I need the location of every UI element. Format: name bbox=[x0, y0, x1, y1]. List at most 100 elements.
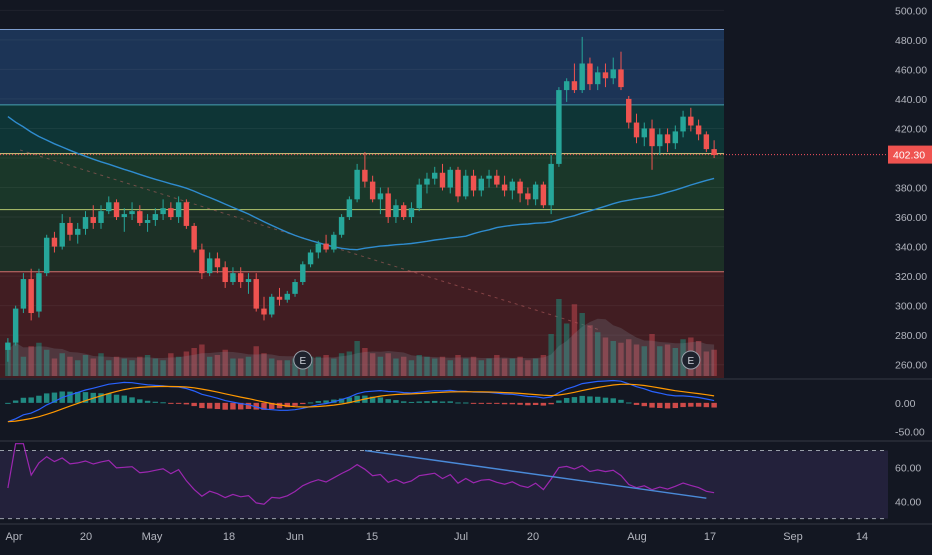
candle-body-37[interactable] bbox=[292, 282, 298, 294]
candle-body-40[interactable] bbox=[315, 243, 322, 253]
candle-body-16[interactable] bbox=[129, 211, 135, 215]
candle-body-57[interactable] bbox=[447, 169, 453, 188]
price-candles[interactable] bbox=[5, 36, 717, 362]
candle-body-75[interactable] bbox=[587, 63, 593, 85]
rsi-pane[interactable]: 60.00 40.00 bbox=[0, 443, 921, 520]
candle-body-39[interactable] bbox=[307, 252, 314, 265]
candle-body-88[interactable] bbox=[688, 116, 694, 126]
candle-body-84[interactable] bbox=[657, 134, 663, 147]
candle-body-86[interactable] bbox=[672, 131, 679, 144]
candle-body-5[interactable] bbox=[43, 237, 50, 274]
candle-body-64[interactable] bbox=[501, 184, 508, 191]
candle-body-20[interactable] bbox=[160, 208, 166, 215]
candle-body-42[interactable] bbox=[331, 234, 337, 250]
candle-body-89[interactable] bbox=[695, 125, 702, 135]
candle-body-48[interactable] bbox=[377, 193, 384, 200]
candle-body-32[interactable] bbox=[253, 279, 259, 309]
candle-body-46[interactable] bbox=[362, 169, 368, 182]
candle-body-18[interactable] bbox=[144, 220, 151, 223]
candle-body-36[interactable] bbox=[284, 293, 290, 300]
candle-body-80[interactable] bbox=[626, 98, 632, 123]
candle-body-66[interactable] bbox=[517, 181, 523, 194]
earnings-marker-1[interactable]: E bbox=[681, 350, 701, 370]
candle-body-91[interactable] bbox=[711, 149, 717, 156]
candle-body-49[interactable] bbox=[385, 193, 391, 218]
price-axis[interactable]: 500.00480.00460.00440.00420.00400.00380.… bbox=[888, 5, 932, 372]
candle-body-21[interactable] bbox=[168, 208, 174, 218]
candle-body-56[interactable] bbox=[439, 172, 446, 188]
candle-body-34[interactable] bbox=[269, 296, 275, 315]
candle-body-67[interactable] bbox=[525, 193, 531, 200]
time-axis[interactable]: Apr 20 May 18 Jun 15 Jul 20 Aug 17 Sep 14 bbox=[5, 531, 868, 543]
candle-body-4[interactable] bbox=[36, 273, 42, 312]
candle-body-81[interactable] bbox=[633, 122, 640, 138]
candle-body-72[interactable] bbox=[563, 81, 570, 91]
candle-body-78[interactable] bbox=[610, 69, 616, 79]
candle-body-83[interactable] bbox=[649, 128, 655, 147]
candle-body-2[interactable] bbox=[20, 279, 27, 309]
candle-body-11[interactable] bbox=[90, 217, 96, 223]
candle-body-35[interactable] bbox=[276, 296, 283, 300]
candle-body-15[interactable] bbox=[121, 214, 128, 218]
candle-body-43[interactable] bbox=[338, 217, 345, 235]
candle-body-9[interactable] bbox=[75, 228, 81, 235]
macd-pane[interactable]: 0.00 -50.00 bbox=[5, 379, 925, 439]
candle-body-61[interactable] bbox=[478, 178, 485, 191]
candle-body-17[interactable] bbox=[137, 211, 143, 223]
candle-body-31[interactable] bbox=[245, 279, 252, 283]
candle-body-24[interactable] bbox=[191, 225, 197, 250]
candle-body-0[interactable] bbox=[5, 342, 11, 350]
candle-body-87[interactable] bbox=[680, 116, 686, 132]
candle-body-27[interactable] bbox=[214, 258, 221, 268]
candle-body-79[interactable] bbox=[618, 69, 624, 88]
candle-body-7[interactable] bbox=[59, 222, 65, 247]
last-price-badge[interactable] bbox=[888, 145, 932, 164]
candle-body-19[interactable] bbox=[152, 214, 159, 221]
candle-body-85[interactable] bbox=[664, 134, 671, 144]
candle-body-25[interactable] bbox=[199, 249, 205, 274]
candle-body-12[interactable] bbox=[98, 211, 104, 223]
candle-body-38[interactable] bbox=[300, 264, 306, 283]
candle-body-60[interactable] bbox=[470, 175, 477, 191]
candle-body-26[interactable] bbox=[206, 258, 213, 274]
candle-body-3[interactable] bbox=[28, 279, 34, 314]
candle-body-82[interactable] bbox=[641, 128, 647, 138]
candle-body-74[interactable] bbox=[579, 63, 585, 91]
candle-body-62[interactable] bbox=[486, 175, 492, 179]
candle-body-22[interactable] bbox=[175, 202, 182, 218]
candle-body-70[interactable] bbox=[548, 163, 554, 206]
candle-body-54[interactable] bbox=[424, 178, 430, 185]
earnings-marker-0[interactable]: E bbox=[293, 350, 313, 370]
candle-body-47[interactable] bbox=[369, 181, 376, 200]
candle-body-90[interactable] bbox=[703, 134, 710, 150]
candle-body-51[interactable] bbox=[400, 205, 407, 218]
candle-body-10[interactable] bbox=[82, 217, 89, 229]
candle-body-65[interactable] bbox=[509, 181, 516, 191]
candle-body-45[interactable] bbox=[354, 169, 360, 200]
candle-body-41[interactable] bbox=[323, 243, 329, 250]
candle-body-63[interactable] bbox=[494, 175, 500, 185]
candle-body-33[interactable] bbox=[261, 308, 267, 315]
candle-body-14[interactable] bbox=[113, 202, 120, 218]
candle-body-73[interactable] bbox=[571, 81, 578, 91]
candle-body-44[interactable] bbox=[346, 199, 353, 218]
candle-body-58[interactable] bbox=[455, 169, 461, 197]
candle-body-52[interactable] bbox=[408, 208, 415, 218]
candle-body-13[interactable] bbox=[106, 202, 112, 212]
candle-body-76[interactable] bbox=[594, 72, 601, 85]
candle-body-68[interactable] bbox=[532, 184, 539, 200]
candle-body-23[interactable] bbox=[183, 202, 190, 226]
candle-body-6[interactable] bbox=[51, 237, 58, 247]
candle-body-30[interactable] bbox=[237, 273, 244, 283]
candle-body-55[interactable] bbox=[432, 172, 438, 179]
candle-body-77[interactable] bbox=[602, 72, 609, 79]
candle-body-50[interactable] bbox=[393, 205, 399, 218]
candle-body-59[interactable] bbox=[463, 175, 469, 197]
candle-body-28[interactable] bbox=[222, 267, 228, 283]
candle-body-53[interactable] bbox=[416, 184, 422, 209]
candle-body-71[interactable] bbox=[556, 90, 562, 164]
candle-body-69[interactable] bbox=[540, 184, 547, 206]
